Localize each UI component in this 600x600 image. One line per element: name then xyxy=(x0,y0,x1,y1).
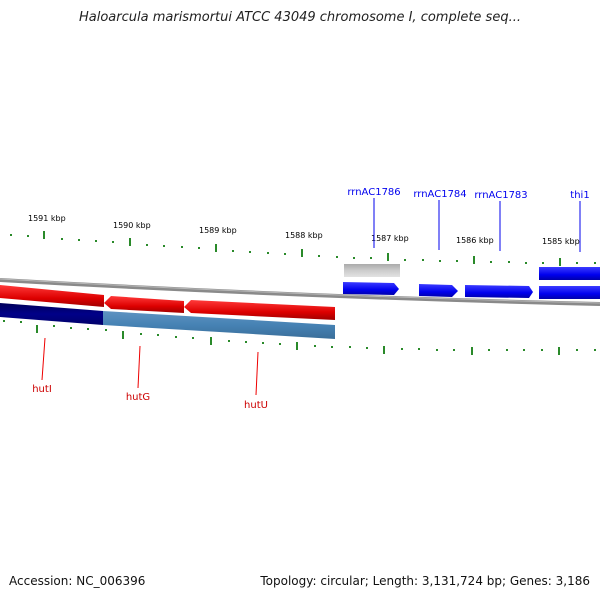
navy-segment xyxy=(0,303,103,325)
gene-forward-block[interactable] xyxy=(539,267,600,280)
genome-backbone xyxy=(0,278,600,306)
scale-labels: 1591 kbp 1590 kbp 1589 kbp 1588 kbp 1587… xyxy=(28,214,580,246)
gene-hutU[interactable] xyxy=(184,300,335,320)
forward-gene-labels: rrnAC1786 rrnAC1784 rrnAC1783 thi1 xyxy=(347,187,590,252)
scale-label: 1591 kbp xyxy=(28,214,66,223)
accession-label: Accession: NC_006396 xyxy=(9,574,146,588)
gene-hutI[interactable] xyxy=(0,285,104,307)
topology-info: Topology: circular; Length: 3,131,724 bp… xyxy=(260,574,590,588)
gene-rrnAC1786[interactable] xyxy=(343,282,399,295)
gene-label-thi1: thi1 xyxy=(570,190,589,201)
reverse-genes xyxy=(0,285,335,320)
scale-ticks-lower xyxy=(3,320,596,355)
scale-label: 1590 kbp xyxy=(113,221,151,230)
scale-label: 1585 kbp xyxy=(542,237,580,246)
gene-rrnAC1783[interactable] xyxy=(465,285,533,298)
gene-hutG[interactable] xyxy=(104,296,184,313)
scale-label: 1587 kbp xyxy=(371,234,409,243)
scale-label: 1589 kbp xyxy=(199,226,237,235)
gene-label-hutG: hutG xyxy=(126,392,150,403)
map-title: Haloarcula marismortui ATCC 43049 chromo… xyxy=(79,10,521,25)
gene-label-hutU: hutU xyxy=(244,400,268,411)
scale-ticks-upper xyxy=(10,231,596,266)
steel-segment xyxy=(103,311,335,339)
scale-label: 1588 kbp xyxy=(285,231,323,240)
forward-genes xyxy=(343,267,600,299)
reverse-gene-labels: hutI hutG hutU xyxy=(32,337,268,411)
gene-rrnAC1784[interactable] xyxy=(419,284,458,297)
rna-feature-rrnAC1786[interactable] xyxy=(344,264,400,277)
gene-label-hutI: hutI xyxy=(32,384,52,395)
gene-thi1[interactable] xyxy=(539,286,600,299)
gene-label-rrnAC1786: rrnAC1786 xyxy=(347,187,400,198)
gene-label-rrnAC1783: rrnAC1783 xyxy=(474,190,527,201)
scale-label: 1586 kbp xyxy=(456,236,494,245)
gene-label-rrnAC1784: rrnAC1784 xyxy=(413,189,466,200)
